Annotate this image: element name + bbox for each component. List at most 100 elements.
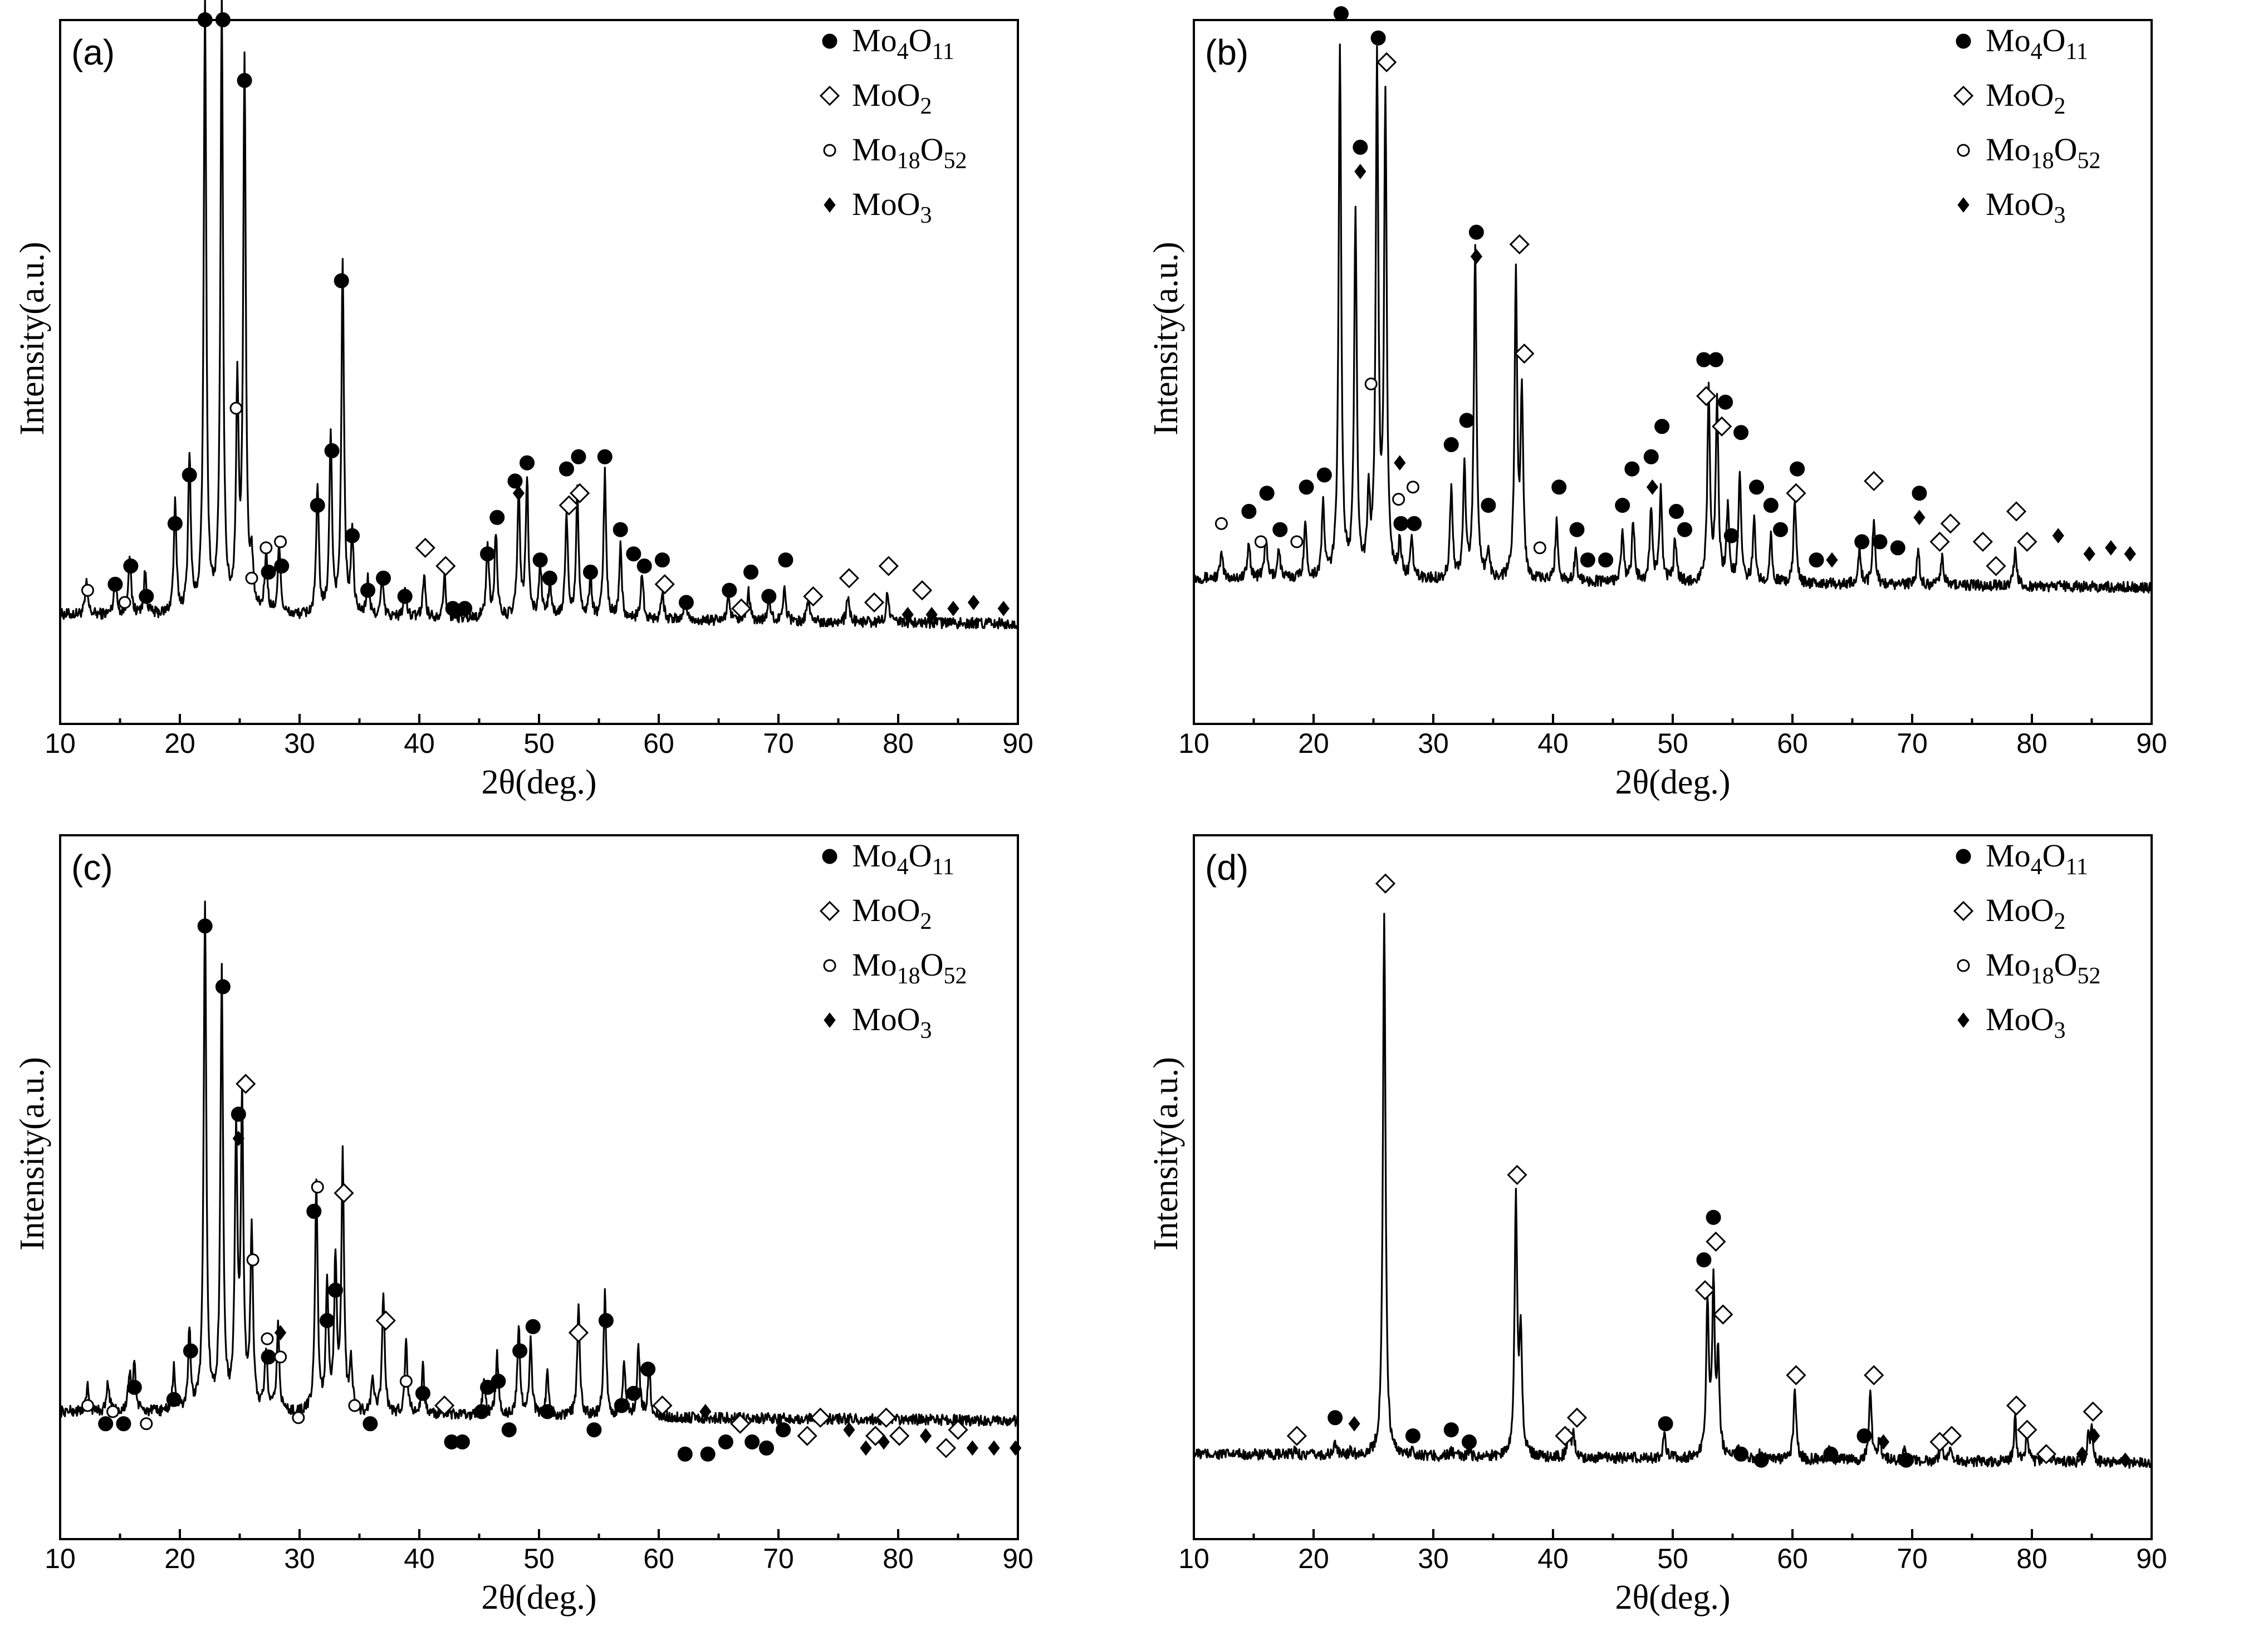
legend-open-circle-marker — [1957, 144, 1970, 157]
x-tick-label: 50 — [523, 1543, 555, 1574]
open-circle-marker — [245, 571, 258, 585]
filled-circle-marker — [360, 582, 376, 598]
filled-circle-marker — [363, 1416, 378, 1432]
legend-open-circle-marker — [823, 144, 836, 157]
open-diamond-marker — [1941, 1426, 1962, 1446]
x-axis-title: 2θ(deg.) — [1615, 763, 1730, 801]
open-diamond-marker — [1286, 1426, 1307, 1446]
open-circle-marker — [261, 1332, 274, 1345]
open-diamond-marker — [2017, 531, 2037, 552]
open-diamond-marker — [1712, 416, 1732, 437]
filled-circle-marker — [1353, 139, 1368, 155]
open-circle-marker — [81, 1399, 94, 1412]
filled-diamond-marker — [1348, 1416, 1360, 1432]
legend-label: MoO2 — [1986, 77, 2065, 119]
legend-label: Mo18O52 — [1986, 131, 2100, 174]
x-tick-label: 40 — [1537, 728, 1569, 759]
filled-circle-marker — [215, 12, 231, 27]
filled-diamond-marker — [1470, 248, 1483, 265]
filled-circle-marker — [1462, 1434, 1477, 1449]
open-diamond-marker — [334, 1183, 354, 1203]
open-circle-marker — [259, 541, 273, 555]
filled-circle-marker — [744, 1434, 760, 1449]
filled-circle-marker — [722, 582, 737, 598]
filled-circle-marker — [116, 1416, 131, 1432]
x-tick-label: 70 — [1897, 728, 1928, 759]
filled-circle-marker — [328, 1282, 343, 1298]
open-diamond-marker — [889, 1426, 910, 1446]
panel-label: (b) — [1205, 32, 1248, 72]
diffraction-trace — [59, 900, 1019, 1427]
filled-circle-marker — [1299, 479, 1314, 495]
filled-diamond-marker — [2124, 546, 2136, 562]
filled-circle-marker — [776, 1422, 791, 1438]
filled-diamond-marker — [1354, 164, 1366, 179]
x-tick-label: 10 — [1178, 1543, 1209, 1574]
x-tick-label: 80 — [883, 728, 914, 759]
x-tick-label: 40 — [404, 728, 435, 759]
filled-circle-marker — [1481, 498, 1496, 513]
open-circle-marker — [229, 401, 243, 415]
open-diamond-marker — [864, 592, 885, 613]
filled-diamond-marker — [919, 1428, 932, 1444]
filled-circle-marker — [542, 570, 557, 586]
xrd-chart-a: 10 20 30 40 50 60 70 80 90 2θ(deg.) Intensity(a.u.… — [13, 0, 1033, 801]
open-circle-marker — [274, 1350, 287, 1364]
open-diamond-marker — [1507, 1164, 1527, 1186]
x-axis — [1193, 1529, 2153, 1539]
filled-circle-marker — [626, 546, 641, 562]
legend-label: Mo18O52 — [1986, 947, 2100, 989]
diffraction-trace — [1193, 913, 2153, 1469]
filled-circle-marker — [1856, 1428, 1872, 1444]
filled-circle-marker — [1708, 352, 1723, 368]
legend-open-diamond-marker — [819, 85, 840, 106]
filled-circle-marker — [1733, 1446, 1749, 1462]
x-tick-label: 20 — [164, 728, 195, 759]
filled-circle-marker — [491, 1374, 506, 1389]
open-diamond-marker — [2017, 1419, 2037, 1440]
legend-filled-diamond-marker — [824, 1012, 836, 1028]
open-diamond-marker — [236, 1074, 256, 1094]
open-diamond-marker — [1555, 1426, 1575, 1446]
x-tick-label: 70 — [1897, 1543, 1928, 1574]
filled-circle-marker — [1443, 437, 1459, 452]
filled-circle-marker — [636, 559, 652, 574]
filled-circle-marker — [520, 455, 535, 471]
filled-circle-marker — [107, 576, 123, 592]
open-diamond-marker — [1864, 471, 1884, 492]
open-diamond-marker — [810, 1407, 831, 1428]
x-tick-label: 50 — [1657, 728, 1688, 759]
filled-diamond-marker — [997, 600, 1010, 616]
x-axis — [59, 714, 1019, 724]
open-diamond-marker — [912, 580, 933, 601]
xrd-chart-b: 10 20 30 40 50 60 70 80 90 2θ(deg.) Intensity(a.u.… — [1147, 6, 2167, 801]
filled-circle-marker — [415, 1385, 430, 1401]
panel-c: 10 20 30 40 50 60 70 80 90 2θ(deg.) Intensity(a.u.… — [0, 815, 1134, 1630]
legend: Mo4O11 MoO2 Mo18O52 MoO3 — [1953, 837, 2100, 1044]
open-circle-marker — [118, 596, 131, 609]
filled-diamond-marker — [967, 595, 980, 610]
legend-open-circle-marker — [1957, 959, 1970, 972]
legend-filled-circle-marker — [822, 33, 837, 49]
filled-circle-marker — [1569, 522, 1585, 537]
legend-label: Mo18O52 — [852, 131, 967, 174]
filled-circle-marker — [1718, 394, 1733, 410]
open-circle-marker — [1364, 378, 1378, 390]
legend: Mo4O11 MoO2 Mo18O52 MoO3 — [819, 837, 967, 1044]
legend-label: Mo4O11 — [1986, 22, 2088, 65]
open-diamond-marker — [1929, 531, 1950, 552]
x-tick-label: 20 — [164, 1543, 195, 1574]
open-diamond-marker — [1864, 1365, 1884, 1385]
filled-diamond-marker — [925, 606, 938, 623]
filled-diamond-marker — [232, 1130, 244, 1147]
filled-circle-marker — [743, 564, 759, 580]
filled-circle-marker — [501, 1422, 517, 1438]
phase-markers — [81, 918, 1022, 1462]
filled-circle-marker — [197, 918, 213, 934]
filled-diamond-marker — [843, 1422, 855, 1438]
legend-label: Mo4O11 — [1986, 837, 2088, 880]
filled-circle-marker — [1872, 534, 1888, 550]
filled-circle-marker — [397, 589, 413, 604]
filled-circle-marker — [166, 1392, 182, 1407]
filled-circle-marker — [512, 1343, 528, 1359]
